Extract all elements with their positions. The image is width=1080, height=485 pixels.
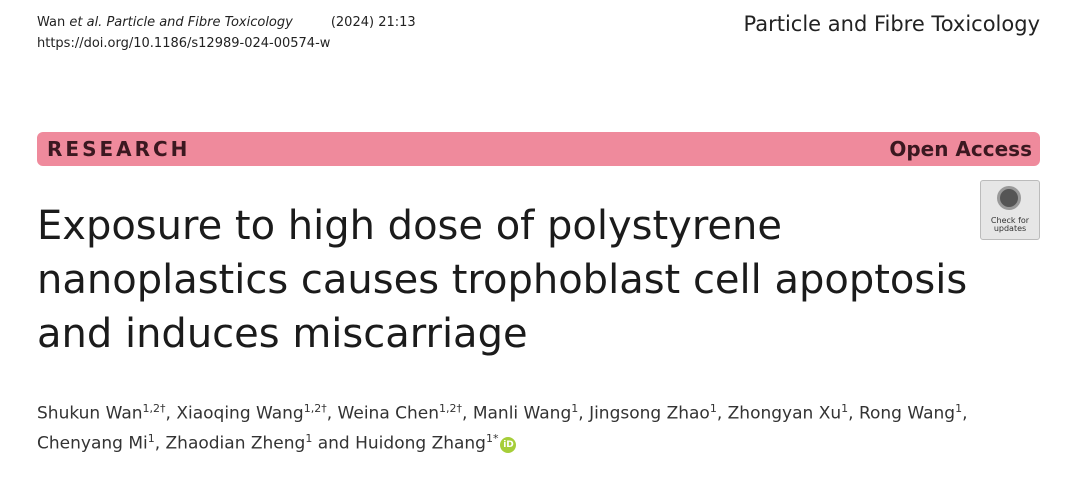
check-updates-badge[interactable]: Check for updates bbox=[980, 180, 1040, 240]
affiliation: 1 bbox=[709, 402, 717, 415]
affiliation: 1,2† bbox=[303, 402, 327, 415]
affiliation: 1,2† bbox=[142, 402, 166, 415]
affiliation: 1 bbox=[305, 432, 313, 445]
article-type: RESEARCH bbox=[47, 137, 191, 161]
title-line: Exposure to high dose of polystyrene bbox=[37, 203, 782, 249]
author-name: Shukun Wan bbox=[37, 403, 143, 424]
author-name: Xiaoqing Wang bbox=[176, 403, 304, 424]
author-name: Weina Chen bbox=[337, 403, 440, 424]
badge-text: Check for bbox=[990, 216, 1030, 225]
separator: , bbox=[578, 403, 584, 424]
title-line: nanoplastics causes trophoblast cell apo… bbox=[37, 257, 968, 303]
author-name: Jingsong Zhao bbox=[589, 403, 710, 424]
affiliation: 1 bbox=[147, 432, 155, 445]
conjunction: and bbox=[317, 433, 350, 454]
separator: , bbox=[165, 403, 171, 424]
author-line: Chenyang Mi1, Zhaodian Zheng1 and Huidon… bbox=[37, 432, 517, 454]
journal-name: Particle and Fibre Toxicology bbox=[743, 12, 1041, 36]
badge-icon bbox=[997, 186, 1021, 210]
author-name: Rong Wang bbox=[858, 403, 956, 424]
separator: , bbox=[462, 403, 468, 424]
citation: Wan et al. Particle and Fibre Toxicology… bbox=[37, 15, 416, 30]
citation-etal: et al. bbox=[69, 15, 103, 30]
affiliation: 1 bbox=[571, 402, 579, 415]
affiliation: 1 bbox=[841, 402, 849, 415]
author-name: Chenyang Mi bbox=[37, 433, 148, 454]
affiliation: 1* bbox=[485, 432, 499, 445]
banner: RESEARCH Open Access bbox=[37, 132, 1040, 166]
author-line: Shukun Wan1,2†, Xiaoqing Wang1,2†, Weina… bbox=[37, 402, 967, 424]
citation-author: Wan bbox=[37, 15, 66, 30]
author-name: Huidong Zhang bbox=[355, 433, 486, 454]
affiliation: 1 bbox=[955, 402, 963, 415]
separator: , bbox=[154, 433, 161, 454]
separator: , bbox=[962, 403, 968, 424]
author-name: Manli Wang bbox=[472, 403, 572, 424]
doi[interactable]: https://doi.org/10.1186/s12989-024-00574… bbox=[37, 36, 331, 51]
orcid-icon[interactable]: iD bbox=[500, 436, 517, 453]
separator: , bbox=[326, 403, 333, 424]
separator: , bbox=[716, 403, 723, 424]
affiliation: 1,2† bbox=[439, 402, 463, 415]
author-name: Zhongyan Xu bbox=[727, 403, 842, 424]
title-line: and induces miscarriage bbox=[37, 311, 528, 357]
separator: , bbox=[848, 403, 854, 424]
citation-journal: Particle and Fibre Toxicology bbox=[106, 15, 293, 30]
citation-year: (2024) 21:13 bbox=[330, 15, 416, 30]
open-access: Open Access bbox=[889, 137, 1032, 161]
author-name: Zhaodian Zheng bbox=[165, 433, 306, 454]
badge-text: updates bbox=[993, 224, 1027, 233]
